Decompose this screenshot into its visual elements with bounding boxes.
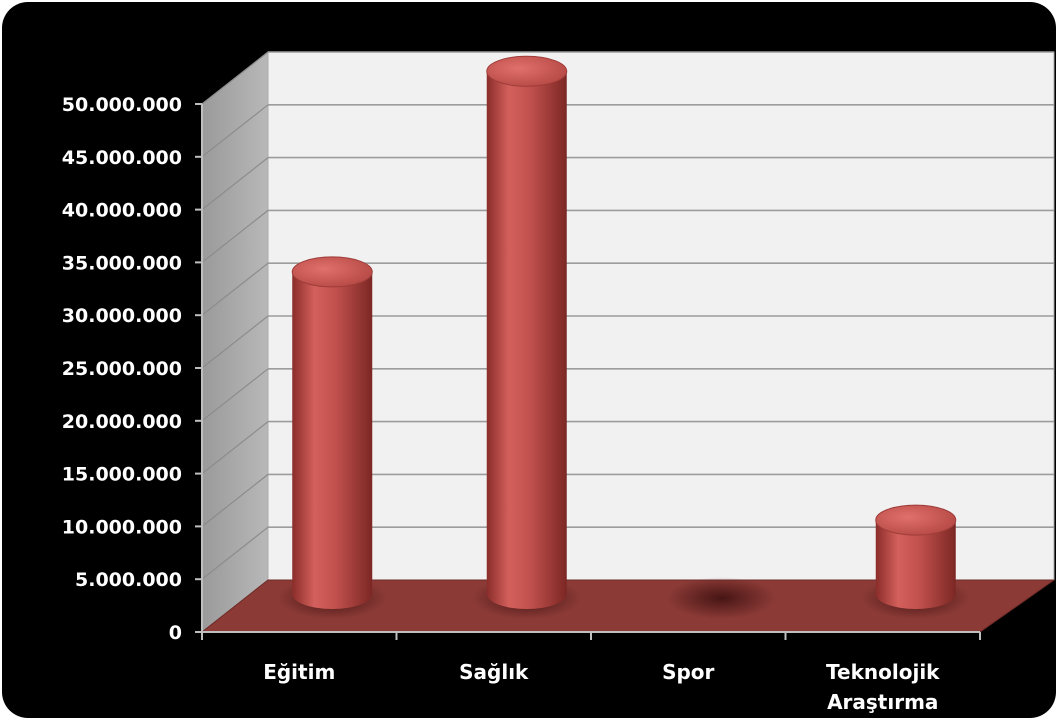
bar-body	[875, 520, 956, 609]
y-tick-label: 50.000.000	[62, 94, 182, 116]
y-axis-ticks	[195, 103, 202, 633]
x-tick-label: Eğitim	[263, 660, 335, 684]
bar-0	[278, 256, 387, 619]
bar-top	[486, 55, 568, 87]
y-tick-label: 10.000.000	[62, 516, 182, 538]
gridline-side	[201, 157, 269, 211]
gridline-side	[201, 209, 269, 263]
y-axis-labels: 0 5.000.000 10.000.000 15.000.000 20.000.000…	[62, 94, 182, 644]
gridline-side	[201, 51, 269, 105]
y-tick-label: 15.000.000	[62, 464, 182, 486]
gridline-side	[201, 315, 269, 369]
x-tick-label-line: Sağlık	[459, 660, 529, 684]
y-tick-label: 35.000.000	[62, 252, 182, 274]
gridline-side	[201, 473, 269, 527]
bar-body	[292, 271, 373, 609]
y-tick-label: 20.000.000	[62, 411, 182, 433]
x-tick-label: Spor	[662, 660, 714, 684]
gridline-side	[201, 368, 269, 422]
bar-3	[861, 504, 970, 619]
grid-lines	[201, 51, 1054, 580]
x-tick-label: Teknolojik Araştırma	[826, 660, 940, 714]
x-tick-label: Sağlık	[459, 660, 529, 684]
bar-2	[667, 577, 776, 619]
x-tick-label-line: Eğitim	[263, 660, 335, 684]
y-tick-label: 45.000.000	[62, 147, 182, 169]
x-axis-labels: Eğitim Sağlık Spor Teknolojik Araştırma	[263, 660, 940, 714]
bar-top	[875, 504, 957, 536]
bar-top	[291, 256, 373, 288]
y-tick-label: 30.000.000	[62, 305, 182, 327]
y-tick-label: 0	[169, 622, 182, 644]
bar-body	[486, 71, 567, 609]
gridline-side	[201, 104, 269, 158]
bar-1	[472, 55, 581, 619]
y-tick-label: 40.000.000	[62, 200, 182, 222]
gridline-side	[201, 526, 269, 580]
gridline-side	[201, 262, 269, 316]
y-tick-label: 5.000.000	[75, 569, 182, 591]
y-tick-label: 25.000.000	[62, 358, 182, 380]
x-axis-ticks	[201, 632, 981, 640]
bars	[278, 55, 970, 619]
gridline-side	[201, 421, 269, 475]
x-tick-label-line: Araştırma	[827, 690, 938, 714]
x-tick-label-line: Teknolojik	[826, 660, 940, 684]
x-tick-label-line: Spor	[662, 660, 714, 684]
bar-shadow	[667, 577, 776, 619]
